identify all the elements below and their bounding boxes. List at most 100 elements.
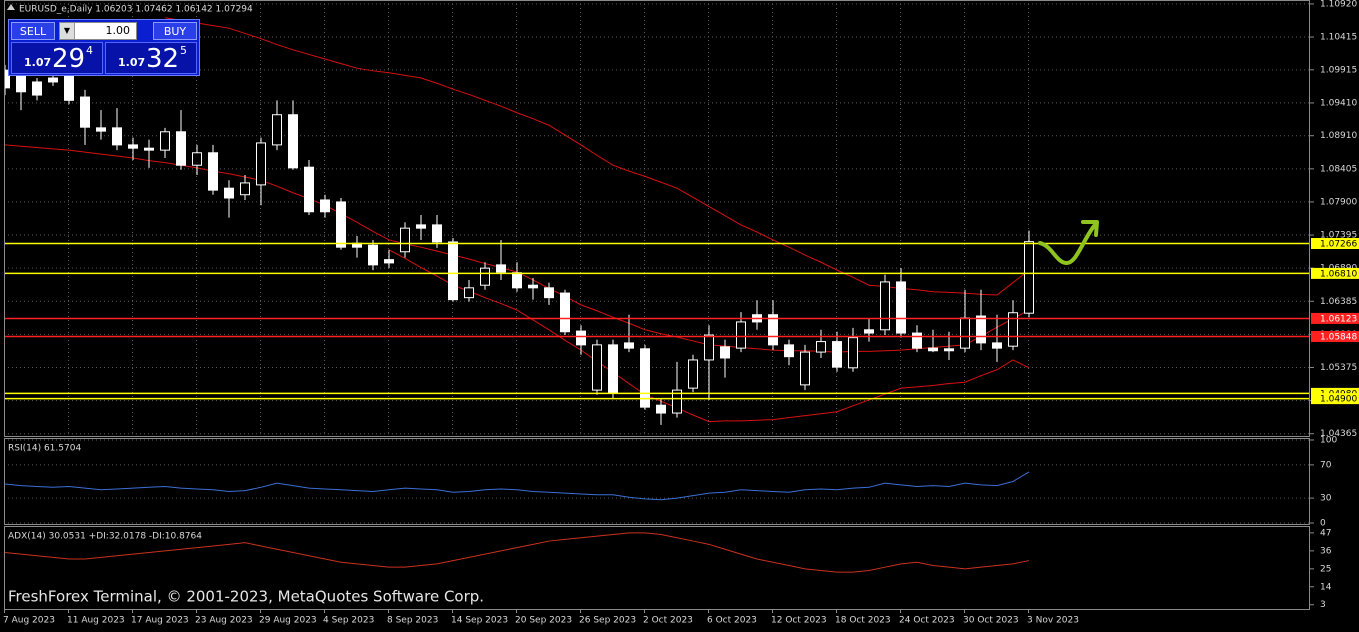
candle-body [368, 244, 378, 266]
y-tick-label: 1.10415 [1320, 33, 1357, 43]
buy-price[interactable]: 1.07 32 5 [105, 42, 197, 74]
y-tick-label: 36 [1320, 546, 1332, 556]
x-tick-label: 11 Aug 2023 [67, 616, 125, 626]
x-tick-label: 26 Sep 2023 [579, 616, 636, 626]
sell-price-big: 1.07 [24, 56, 52, 69]
candle-body [544, 287, 554, 299]
copyright-footer: FreshForex Terminal, © 2001-2023, MetaQu… [8, 588, 484, 606]
y-tick-label: 1.04365 [1320, 429, 1357, 439]
lot-size-field[interactable]: ▼ 1.00 [59, 22, 137, 40]
candle-body [528, 284, 538, 289]
candle-body [768, 314, 778, 346]
y-tick-label: 14 [1320, 582, 1332, 592]
buy-button[interactable]: BUY [153, 22, 197, 40]
candle-body [656, 404, 666, 414]
annotation-arrow [1038, 220, 1099, 265]
lot-dropdown[interactable]: ▼ [60, 23, 75, 39]
indicator-line [4, 471, 1030, 501]
candle-body [96, 127, 106, 132]
y-tick-label: 25 [1320, 564, 1331, 574]
level-label: 1.05848 [1320, 332, 1357, 342]
chart-header: EURUSD_e,Daily 1.06203 1.07462 1.06142 1… [19, 5, 253, 15]
candle-body [624, 342, 634, 349]
x-tick-label: 6 Oct 2023 [707, 616, 757, 626]
candle-body [240, 182, 250, 196]
candle-body [896, 281, 906, 334]
candle-body [224, 187, 234, 199]
x-tick-label: 17 Aug 2023 [131, 616, 189, 626]
x-tick-label: 18 Oct 2023 [835, 616, 891, 626]
candle-body [288, 114, 298, 169]
buy-price-main: 32 [146, 44, 180, 74]
candle-body [480, 267, 490, 286]
candle-body [832, 341, 842, 368]
sell-button[interactable]: SELL [11, 22, 55, 40]
arrow-head [1081, 220, 1099, 237]
candle-body [816, 341, 826, 353]
x-tick-label: 24 Oct 2023 [899, 616, 955, 626]
candle-body [192, 152, 202, 166]
candle-body [384, 259, 394, 264]
candle-body [800, 351, 810, 386]
candle-body [976, 315, 986, 344]
y-tick-label: 1.07395 [1320, 231, 1357, 241]
level-label-bg [1311, 312, 1359, 324]
y-tick-label: 1.10920 [1320, 0, 1357, 9]
candle-body [496, 264, 506, 273]
candle-body [1024, 241, 1034, 314]
buy-price-big: 1.07 [118, 56, 146, 69]
candle-body [608, 344, 618, 394]
indicator [4, 471, 1030, 501]
collapse-triangle [7, 4, 15, 10]
candle-body [720, 346, 730, 359]
axis-layer: 7 Aug 2023 11 Aug 2023 17 Aug 2023 23 Aug 2… [3, 0, 1359, 626]
candle-body [592, 344, 602, 391]
candle-body [992, 342, 1002, 349]
y-tick-label: 47 [1320, 528, 1331, 538]
candle-body [512, 272, 522, 289]
x-tick-label: 29 Aug 2023 [259, 616, 317, 626]
x-tick-label: 20 Sep 2023 [515, 616, 572, 626]
arrow-curve [1038, 224, 1096, 265]
adx-frame [4, 526, 1310, 610]
candle-body [464, 287, 474, 299]
x-tick-label: 2 Oct 2023 [643, 616, 693, 626]
candle-body [576, 330, 586, 346]
band-line [388, 249, 1030, 423]
y-tick-label: 1.09915 [1320, 65, 1357, 75]
candle-body [336, 201, 346, 248]
y-tick-label: 1.08405 [1320, 164, 1357, 174]
data-layer [4, 17, 1310, 573]
candle-body [32, 81, 42, 96]
level-label-bg [1311, 267, 1359, 279]
candle-body [960, 317, 970, 349]
candle-body [672, 389, 682, 414]
rsi-frame [4, 438, 1310, 525]
x-tick-label: 12 Oct 2023 [771, 616, 827, 626]
level-label-bg [1311, 330, 1359, 342]
y-tick-label: 1.05375 [1320, 363, 1357, 373]
sell-price[interactable]: 1.07 29 4 [11, 42, 103, 74]
candle-body [640, 348, 650, 408]
candle-body [848, 337, 858, 369]
candle-body [880, 281, 890, 331]
candle-body [432, 224, 442, 243]
grid-layer [4, 0, 1310, 524]
x-tick-label: 30 Oct 2023 [963, 616, 1019, 626]
y-tick-label: 1.06385 [1320, 297, 1357, 307]
candle-body [784, 344, 794, 358]
panel-frames [4, 0, 1310, 610]
candle-body [912, 332, 922, 349]
candle-body [256, 142, 266, 186]
x-tick-label: 7 Aug 2023 [3, 616, 55, 626]
candle-body [704, 334, 714, 361]
candle-body [688, 359, 698, 389]
level-label: 1.06810 [1320, 269, 1357, 279]
y-tick-label: 30 [1320, 494, 1332, 504]
candle-body [864, 329, 874, 334]
x-tick-label: 3 Nov 2023 [1027, 616, 1079, 626]
candle-body [16, 74, 26, 93]
y-tick-label: 0 [1320, 519, 1326, 529]
